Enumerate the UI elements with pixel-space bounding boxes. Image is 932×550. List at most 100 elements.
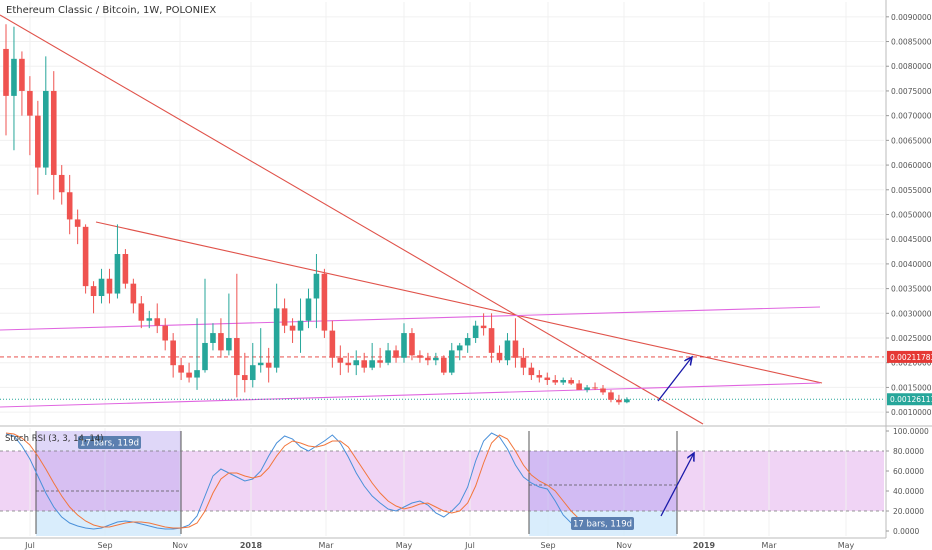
candle-body [441,357,447,373]
candle-body [98,278,105,297]
candle-body [226,338,232,351]
candle-body [3,48,9,96]
stoch-y-tick-label: 0.0000 [893,527,919,536]
candle-body [480,325,487,329]
candle-body [425,357,431,361]
channel-line-lower [0,382,821,408]
y-tick-label: 0.00150000 [891,383,932,392]
candle-body [186,372,192,378]
candle-body [321,273,328,331]
candle-body [353,360,360,366]
y-tick-label: 0.00700000 [891,112,932,121]
candle-body [504,340,511,361]
y-tick-label: 0.00500000 [891,210,932,219]
price-label: 0.00211783 [890,353,932,362]
x-tick-label: 2018 [240,541,263,550]
candle-body [584,387,590,390]
x-tick-label: Sep [97,541,112,550]
x-tick-label: Sep [540,541,555,550]
candle-body [74,219,81,227]
x-tick-label: May [838,541,855,550]
candle-body [616,399,622,403]
candle-body [154,318,161,326]
y-tick-label: 0.00400000 [891,260,932,269]
candle-body [472,325,479,339]
candle-body [409,333,415,356]
x-tick-label: Nov [616,541,632,550]
candle-body [146,318,153,321]
candle-body [194,370,200,378]
indicator-title: Stoch RSI (3, 3, 14, 14) [5,434,104,444]
y-tick-label: 0.00900000 [891,13,932,22]
bar-count-label: 17 bars, 119d [573,520,632,530]
candle-body [130,283,137,304]
candle-body [592,387,598,389]
bar-count-label-bg [571,517,634,530]
candle-body [544,377,551,381]
candle-body [345,362,352,366]
y-tick-label: 0.00750000 [891,87,932,96]
candle-body [369,360,375,368]
y-tick-label: 0.00650000 [891,136,932,145]
chart-title: Ethereum Classic / Bitcoin, 1W, POLONIEX [6,5,216,16]
candle-body [138,303,145,321]
price-label-bg [887,350,932,363]
price-label: 0.00126111 [890,395,932,404]
x-tick-label: 2019 [693,541,716,550]
candle-body [377,360,383,363]
candle-body [385,350,391,363]
candle-body [361,360,367,368]
y-tick-label: 0.00350000 [891,285,932,294]
candle-body [218,333,224,351]
stoch-y-tick-label: 60.0000 [893,467,924,476]
range-box [36,511,181,536]
candle-body [568,380,574,384]
y-tick-label: 0.00550000 [891,186,932,195]
y-tick-label: 0.00300000 [891,309,932,318]
x-tick-label: Mar [318,541,334,550]
candle-body [106,278,113,294]
projection-arrow [660,453,694,517]
projection-arrow [657,357,692,402]
x-tick-label: Mar [761,541,777,550]
y-tick-label: 0.00100000 [891,408,932,417]
stoch-d-line [5,432,627,529]
candle-body [624,399,630,403]
trendline-resistance [95,221,823,384]
y-tick-label: 0.00600000 [891,161,932,170]
x-tick-label: Jul [464,541,475,550]
candle-body [552,380,559,383]
candle-body [249,365,256,381]
candle-body [66,192,73,220]
x-tick-label: Jul [24,541,35,550]
candle-body [162,325,168,341]
candle-body [178,365,184,373]
candle-body [464,338,471,346]
candle-body [43,90,49,168]
candle-body [608,392,614,400]
y-tick-label: 0.00200000 [891,359,932,368]
channel-line-upper [0,306,821,331]
candle-body [242,375,248,381]
bar-count-label: 17 bars, 119d [80,439,139,449]
candle-body [273,308,280,368]
y-tick-label: 0.00250000 [891,334,932,343]
stoch-y-tick-label: 20.0000 [893,507,924,516]
candle-body [27,90,33,116]
stoch-band [0,451,884,511]
candle-body [488,328,495,353]
candle-body [257,362,264,366]
candle-body [289,325,296,331]
candle-body [433,357,439,361]
candle-body [82,226,89,287]
candle-body [329,330,336,358]
stoch-y-tick-label: 100.0000 [893,427,929,436]
candle-body [170,340,176,366]
range-box [529,451,677,511]
candle-body [210,333,216,343]
candle-body [90,286,97,297]
candle-body [401,333,407,358]
candle-body [297,320,304,331]
